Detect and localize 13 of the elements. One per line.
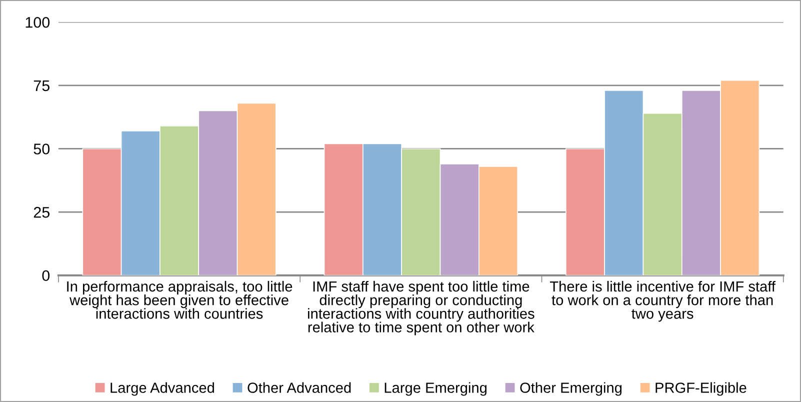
x-tick-label: IMF staff have spent too little time directly preparing or conducting interactions with country authorities relative to time spent on other work: [308, 280, 534, 336]
legend-label: PRGF-Eligible: [656, 382, 746, 396]
legend-label: Large Emerging: [384, 382, 486, 396]
legend-label: Large Advanced: [110, 382, 214, 396]
y-tick-label: 50: [34, 144, 50, 154]
legend-label: Other Advanced: [248, 382, 351, 393]
y-tick-label: 100: [26, 16, 50, 28]
y-tick-label: 0: [42, 270, 50, 282]
legend-label: Other Emerging: [520, 382, 622, 396]
y-tick-label: 75: [34, 80, 50, 92]
x-tick-label: In performance appraisals, too little weight has been given to effective interactions with countries: [67, 280, 292, 319]
y-tick-label: 25: [34, 206, 50, 218]
x-tick-label: There is little incentive for IMF staff to work on a country for more than two years: [550, 280, 776, 322]
